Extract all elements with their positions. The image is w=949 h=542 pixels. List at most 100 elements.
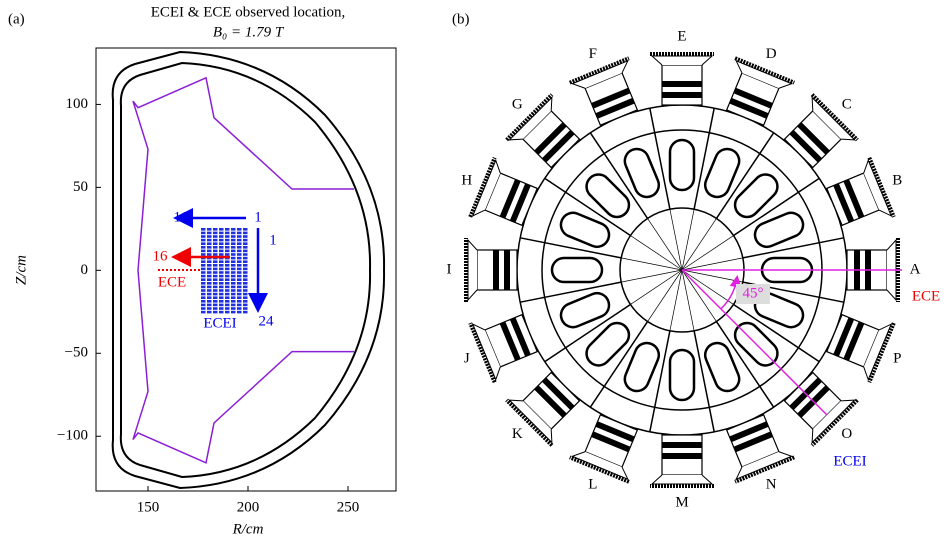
- ecei-channel: [225, 235, 230, 238]
- ecei-channel: [213, 260, 218, 263]
- port-label: C: [842, 97, 852, 113]
- ecei-channel: [225, 307, 230, 310]
- ecei-channel: [225, 293, 230, 296]
- ecei-channel: [219, 264, 224, 267]
- port-label: J: [464, 351, 470, 367]
- ecei-channel: [201, 242, 206, 245]
- ecei-channel: [231, 286, 236, 289]
- coil: [621, 145, 662, 200]
- coil: [557, 290, 612, 331]
- ecei-channel: [243, 286, 248, 289]
- coil: [751, 209, 806, 250]
- port: [716, 410, 795, 482]
- ecei-channel: [201, 250, 206, 253]
- ecei-channel: [219, 304, 224, 307]
- coil: [621, 339, 662, 394]
- ecei-channel: [219, 282, 224, 285]
- panel-label: (a): [8, 11, 25, 27]
- port-bar: [493, 250, 499, 290]
- ecei-channel: [237, 296, 242, 299]
- x-axis-label: R/cm: [232, 521, 264, 537]
- angle-label: 45°: [743, 285, 764, 301]
- ecei-channel: [201, 307, 206, 310]
- ecei-channel: [207, 282, 212, 285]
- port-label: E: [677, 28, 686, 44]
- ecei-channel: [225, 300, 230, 303]
- ecei-channel: [207, 300, 212, 303]
- ecei-channel: [219, 268, 224, 271]
- ecei-channel: [231, 307, 236, 310]
- coil-loop: [702, 145, 743, 200]
- ecei-channel: [213, 239, 218, 242]
- ecei-channel: [243, 311, 248, 314]
- port-bar: [504, 250, 510, 290]
- coil-loop: [670, 140, 694, 190]
- coil-loop: [557, 209, 612, 250]
- ecei-channel: [237, 253, 242, 256]
- ecei-channel: [237, 232, 242, 235]
- ecei-channel: [231, 246, 236, 249]
- coil-loop: [582, 170, 634, 222]
- coil-loop: [557, 290, 612, 331]
- ecei-channel: [237, 235, 242, 238]
- x-tick-label: 150: [137, 499, 160, 515]
- ecei-channel: [243, 228, 248, 231]
- ecei-channel: [201, 296, 206, 299]
- port-cone: [468, 240, 477, 300]
- ecei-channel: [201, 264, 206, 267]
- ece-label: ECE: [912, 288, 940, 304]
- ecei-channel: [225, 282, 230, 285]
- port-label: P: [893, 351, 901, 367]
- ecei-channel: [219, 278, 224, 281]
- ecei-channel: [237, 289, 242, 292]
- ecei-channel: [207, 311, 212, 314]
- ecei-channel: [237, 307, 242, 310]
- ecei-channel: [243, 239, 248, 242]
- ecei-channel: [207, 242, 212, 245]
- ecei-channel: [237, 264, 242, 267]
- ecei-channel: [231, 304, 236, 307]
- ecei-channel: [219, 296, 224, 299]
- ecei-channel: [213, 275, 218, 278]
- ecei-channel: [219, 253, 224, 256]
- ecei-channel: [201, 282, 206, 285]
- vessel-outer: [113, 52, 384, 488]
- port-label: D: [766, 46, 777, 62]
- ecei-channel: [207, 260, 212, 263]
- chart-subtitle: B₀ = 1.79 T: [213, 24, 285, 40]
- x-tick-label: 250: [337, 499, 360, 515]
- ecei-channel: [225, 275, 230, 278]
- ecei-channel: [243, 307, 248, 310]
- ecei-channel: [201, 311, 206, 314]
- ecei-channel: [201, 260, 206, 263]
- ecei-channel: [237, 286, 242, 289]
- ecei-channel: [213, 268, 218, 271]
- port: [470, 158, 542, 237]
- ecei-channel: [225, 250, 230, 253]
- ecei-channel: [213, 246, 218, 249]
- ecei-channel: [207, 235, 212, 238]
- port-label: K: [512, 426, 523, 442]
- port-label: N: [766, 477, 777, 493]
- ecei-channel: [207, 232, 212, 235]
- ecei-channel: [225, 268, 230, 271]
- coil-loop: [582, 318, 634, 370]
- ecei-channel: [237, 278, 242, 281]
- ecei-channel: [201, 232, 206, 235]
- ecei-channel: [231, 239, 236, 242]
- ecei-channel: [237, 275, 242, 278]
- annotation: ECE: [158, 274, 186, 290]
- ecei-channel: [225, 289, 230, 292]
- ecei-channel: [237, 282, 242, 285]
- ecei-channels: [201, 228, 248, 313]
- port-bar: [662, 81, 702, 87]
- ecei-channel: [231, 271, 236, 274]
- ecei-channel: [243, 304, 248, 307]
- ecei-channel: [213, 282, 218, 285]
- ecei-channel: [201, 278, 206, 281]
- ecei-channel: [225, 232, 230, 235]
- ecei-channel: [219, 232, 224, 235]
- ecei-channel: [225, 304, 230, 307]
- port-cone: [652, 475, 712, 484]
- ecei-channel: [219, 271, 224, 274]
